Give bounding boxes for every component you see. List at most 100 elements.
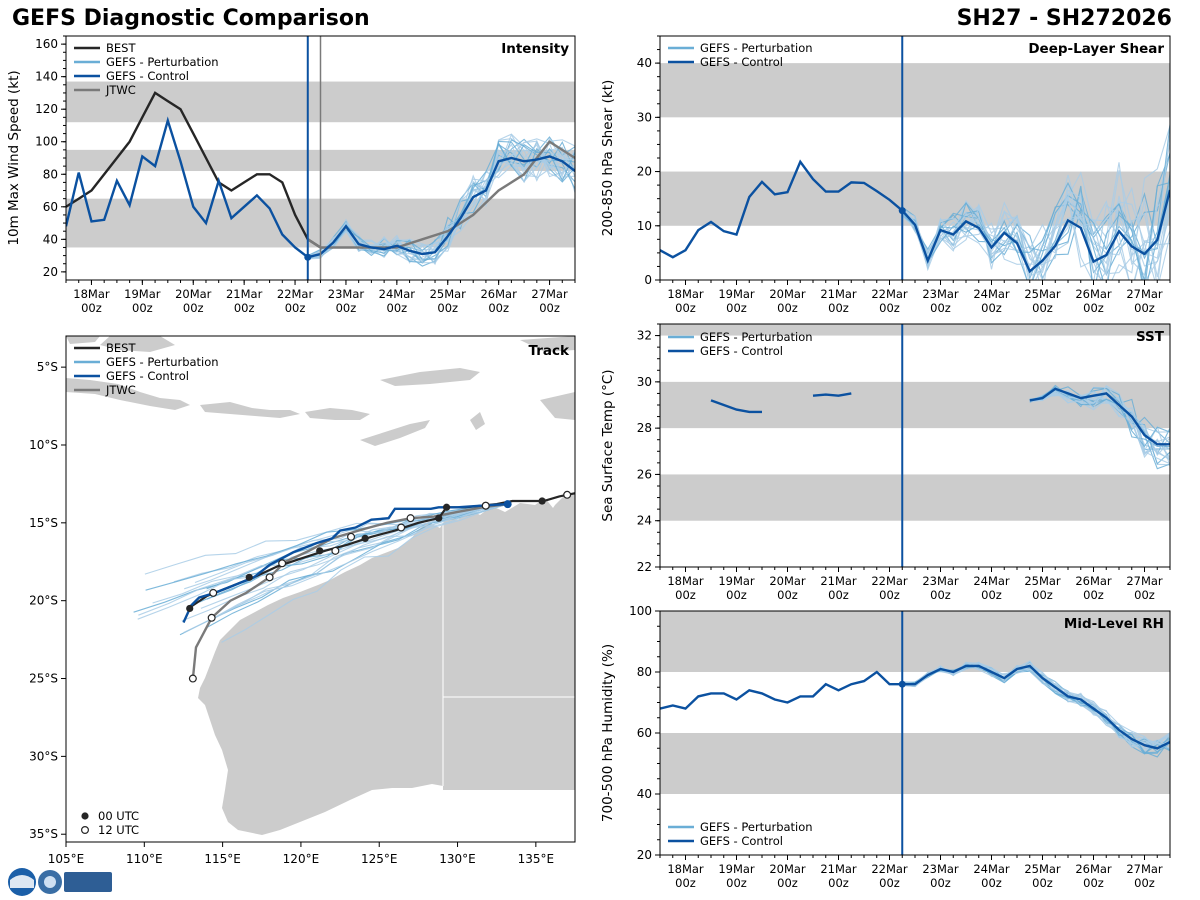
track-xtick-label: 135°E bbox=[518, 852, 555, 866]
intensity-ytick-label: 100 bbox=[35, 135, 58, 149]
intensity-xtick-hour: 00z bbox=[234, 301, 255, 315]
sst-xtick-date: 20Mar bbox=[769, 574, 806, 588]
shear-xtick-date: 19Mar bbox=[718, 287, 755, 301]
sst-xtick-date: 26Mar bbox=[1075, 574, 1112, 588]
sst-perturbation-line bbox=[1029, 384, 1170, 454]
rh-xtick-hour: 00z bbox=[981, 876, 1002, 890]
rh-xtick-hour: 00z bbox=[1083, 876, 1104, 890]
sst-xtick-date: 22Mar bbox=[871, 574, 908, 588]
rh-band bbox=[660, 733, 1170, 794]
track-perturbation-line bbox=[221, 503, 508, 643]
track-legend-12utc-marker bbox=[80, 825, 89, 834]
island-java bbox=[66, 378, 190, 410]
rh-legend-label: GEFS - Control bbox=[700, 834, 783, 848]
track-legend-12utc-label: 12 UTC bbox=[98, 823, 139, 837]
shear-legend-label: GEFS - Control bbox=[700, 55, 783, 69]
shear-xtick-hour: 00z bbox=[1083, 301, 1104, 315]
intensity-xtick-date: 19Mar bbox=[124, 287, 161, 301]
shear-ytick-label: 30 bbox=[637, 110, 652, 124]
intensity-xtick-date: 22Mar bbox=[277, 287, 314, 301]
sst-xtick-hour: 00z bbox=[1083, 588, 1104, 602]
rh-xtick-hour: 00z bbox=[675, 876, 696, 890]
sst-xtick-hour: 00z bbox=[930, 588, 951, 602]
track-legend-00utc-label: 00 UTC bbox=[98, 809, 139, 823]
intensity-ytick-label: 60 bbox=[43, 200, 58, 214]
intensity-ytick-label: 80 bbox=[43, 167, 58, 181]
sst-xtick-date: 24Mar bbox=[973, 574, 1010, 588]
island-newguinea bbox=[540, 392, 575, 420]
island-borneo-edge bbox=[66, 336, 100, 344]
shear-xtick-hour: 00z bbox=[930, 301, 951, 315]
track-jtwc-12utc-marker bbox=[207, 613, 216, 622]
shear-perturbation-line bbox=[901, 175, 1170, 280]
sst-band bbox=[660, 324, 1170, 336]
sst-xtick-hour: 00z bbox=[879, 588, 900, 602]
island-tanimbar bbox=[470, 412, 485, 430]
track-best-12utc-marker bbox=[209, 588, 218, 597]
track-legend-00utc-marker bbox=[81, 812, 89, 820]
island-sulawesi bbox=[100, 336, 175, 352]
island-timor bbox=[360, 420, 430, 446]
rh-ytick-label: 80 bbox=[637, 665, 652, 679]
track-jtwc-12utc-marker bbox=[406, 514, 415, 523]
sst-legend-label: GEFS - Control bbox=[700, 344, 783, 358]
sst-panel-title: SST bbox=[1136, 329, 1165, 345]
track-jtwc-12utc-marker bbox=[265, 573, 274, 582]
track-ytick-label: 30°S bbox=[29, 749, 58, 763]
rh-xtick-date: 26Mar bbox=[1075, 862, 1112, 876]
track-init-marker bbox=[503, 500, 512, 509]
rh-xtick-hour: 00z bbox=[930, 876, 951, 890]
shear-xtick-hour: 00z bbox=[726, 301, 747, 315]
intensity-xtick-date: 24Mar bbox=[379, 287, 416, 301]
intensity-xtick-hour: 00z bbox=[285, 301, 306, 315]
intensity-ylabel: 10m Max Wind Speed (kt) bbox=[6, 70, 22, 245]
track-best-12utc-marker bbox=[278, 559, 287, 568]
sst-ytick-label: 28 bbox=[637, 421, 652, 435]
sst-xtick-hour: 00z bbox=[777, 588, 798, 602]
intensity-panel-title: Intensity bbox=[501, 41, 569, 57]
intensity-xtick-hour: 00z bbox=[539, 301, 560, 315]
track-best-12utc-marker bbox=[397, 523, 406, 532]
sst-band bbox=[660, 474, 1170, 521]
island-seram bbox=[520, 336, 575, 352]
track-legend-label: BEST bbox=[106, 341, 136, 355]
rh-ytick-label: 20 bbox=[637, 848, 652, 862]
shear-perturbation-line bbox=[901, 171, 1170, 280]
sst-xtick-hour: 00z bbox=[828, 588, 849, 602]
rh-xtick-hour: 00z bbox=[879, 876, 900, 890]
rh-xtick-hour: 00z bbox=[726, 876, 747, 890]
track-best-line bbox=[187, 492, 575, 610]
intensity-ytick-label: 40 bbox=[43, 232, 58, 246]
intensity-xtick-date: 26Mar bbox=[480, 287, 517, 301]
intensity-xtick-hour: 00z bbox=[132, 301, 153, 315]
intensity-xtick-date: 25Mar bbox=[430, 287, 467, 301]
sst-xtick-hour: 00z bbox=[981, 588, 1002, 602]
rh-xtick-date: 20Mar bbox=[769, 862, 806, 876]
shear-xtick-date: 23Mar bbox=[922, 287, 959, 301]
shear-band bbox=[660, 63, 1170, 118]
shear-legend-label: GEFS - Perturbation bbox=[700, 41, 813, 55]
track-best-00utc-marker bbox=[538, 497, 546, 505]
shear-xtick-date: 22Mar bbox=[871, 287, 908, 301]
shear-perturbation-line bbox=[901, 182, 1170, 280]
track-xtick-label: 105°E bbox=[48, 852, 85, 866]
sst-legend-label: GEFS - Perturbation bbox=[700, 330, 813, 344]
intensity-init-marker bbox=[304, 253, 312, 261]
track-control-line bbox=[182, 502, 508, 623]
track-best-00utc-marker bbox=[186, 604, 194, 613]
shear-xtick-hour: 00z bbox=[1134, 301, 1155, 315]
track-ytick-label: 20°S bbox=[29, 594, 58, 608]
intensity-perturbation-line bbox=[307, 140, 575, 264]
sst-ytick-label: 24 bbox=[637, 514, 652, 528]
track-axes-frame bbox=[65, 335, 576, 843]
intensity-legend-label: JTWC bbox=[105, 83, 136, 97]
shear-ytick-label: 40 bbox=[637, 56, 652, 70]
sst-xtick-hour: 00z bbox=[726, 588, 747, 602]
rh-panel-title: Mid-Level RH bbox=[1064, 616, 1164, 632]
figure-title: GEFS Diagnostic Comparison bbox=[12, 6, 370, 31]
track-ytick-label: 15°S bbox=[29, 516, 58, 530]
sst-control-line bbox=[710, 399, 762, 414]
track-best-00utc-marker bbox=[361, 534, 369, 543]
sst-xtick-hour: 00z bbox=[675, 588, 696, 602]
intensity-xtick-hour: 00z bbox=[488, 301, 509, 315]
